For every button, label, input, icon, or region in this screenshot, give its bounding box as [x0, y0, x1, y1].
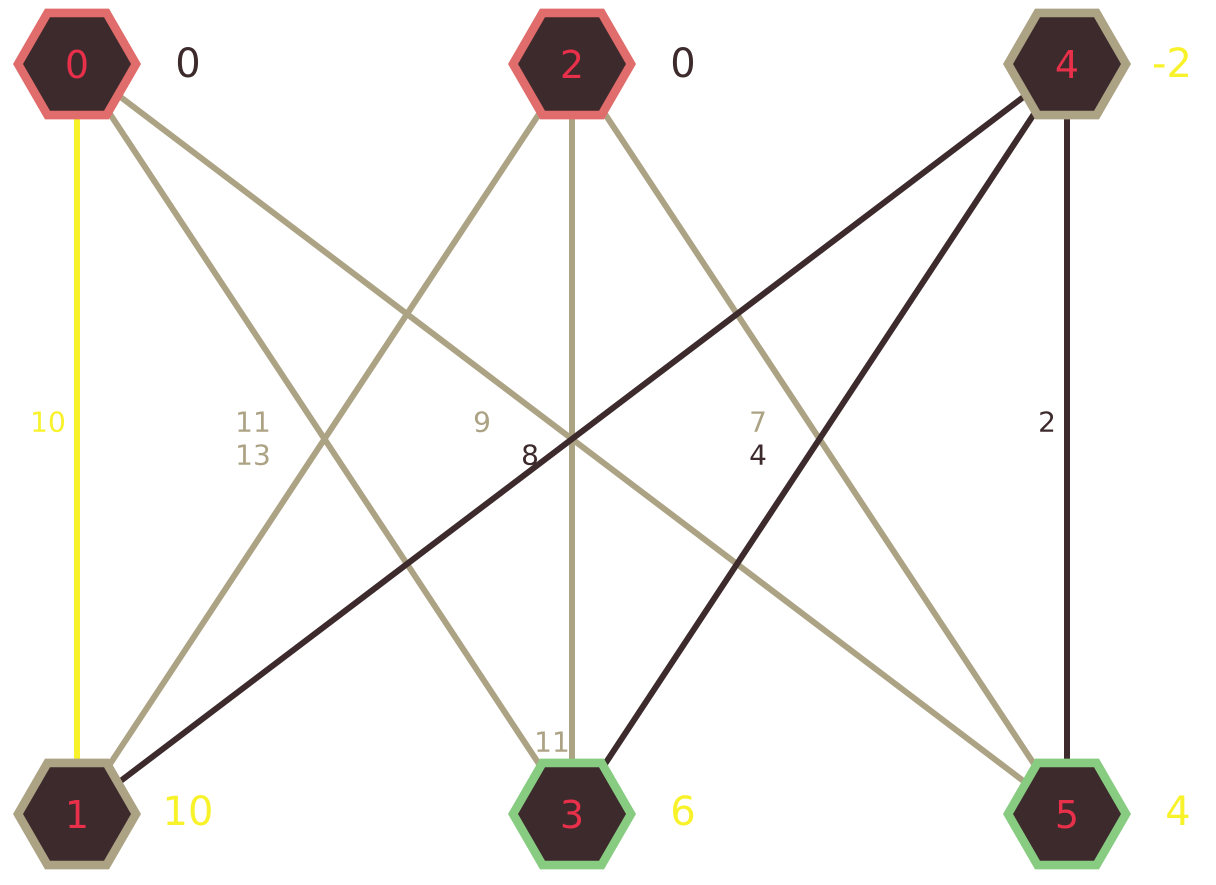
edge-weight-label: 2: [1038, 406, 1056, 439]
node-hexagon: [1013, 17, 1121, 111]
edge-weight-label: 4: [749, 439, 767, 472]
edges-layer: [74, 61, 1070, 817]
node-hexagon: [518, 767, 626, 861]
edge-weight-label: 9: [473, 406, 491, 439]
node-hexagon: [518, 17, 626, 111]
node-value: 0: [670, 41, 695, 87]
edge-weight-label: 13: [235, 439, 271, 472]
node-4[interactable]: 4: [1003, 8, 1131, 120]
node-label: 0: [65, 43, 89, 87]
nodes-layer: 0 2 41 3 5: [13, 8, 1131, 870]
node-label: 3: [560, 793, 584, 837]
node-3[interactable]: 3: [508, 758, 636, 870]
node-value: 4: [1165, 789, 1190, 835]
node-value: 0: [175, 41, 200, 87]
edge-weight-label: 11: [235, 406, 271, 439]
edge-weight-label: 10: [30, 406, 66, 439]
node-hexagon: [1013, 767, 1121, 861]
edge-2-1: [74, 62, 575, 816]
node-2[interactable]: 2: [508, 8, 636, 120]
edge-weight-label: 11: [534, 726, 570, 759]
node-value: 6: [670, 789, 695, 835]
node-hexagon: [23, 17, 131, 111]
edge-weight-label: 7: [749, 406, 767, 439]
node-hexagon: [23, 767, 131, 861]
node-label: 4: [1055, 43, 1079, 87]
node-value: 10: [163, 789, 214, 835]
node-label: 5: [1055, 793, 1079, 837]
node-5[interactable]: 5: [1003, 758, 1131, 870]
node-value: -2: [1152, 41, 1192, 87]
edge-weight-label: 8: [521, 439, 539, 472]
node-1[interactable]: 1: [13, 758, 141, 870]
node-label: 1: [65, 793, 89, 837]
node-label: 2: [560, 43, 584, 87]
edge-4-3: [569, 62, 1070, 816]
node-0[interactable]: 0: [13, 8, 141, 120]
edge-4-1: [75, 61, 1069, 817]
